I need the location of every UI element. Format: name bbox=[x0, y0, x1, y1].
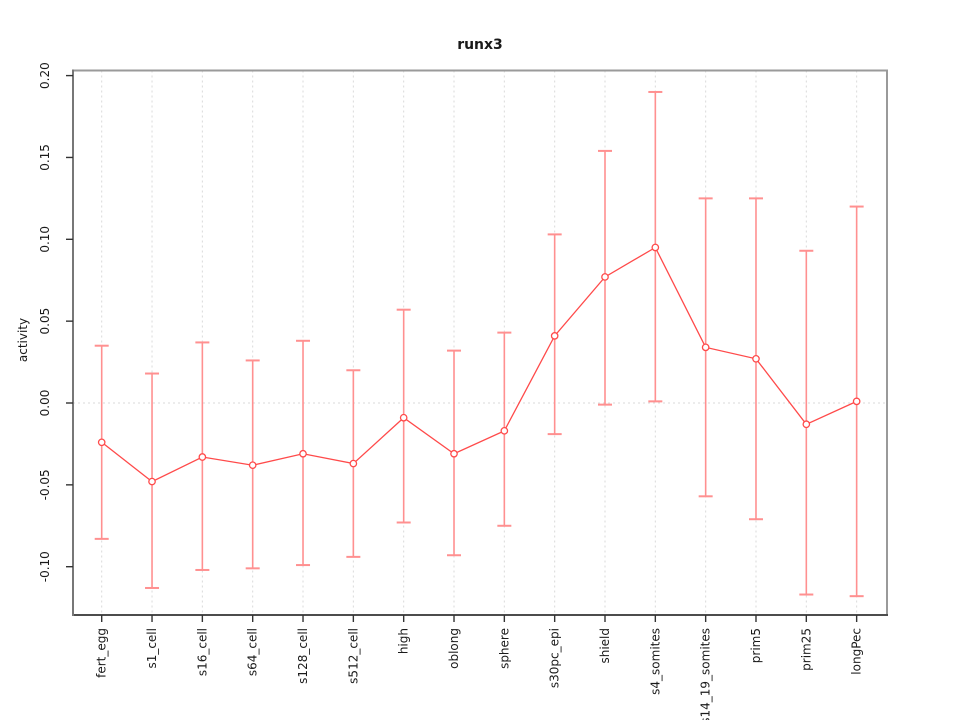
data-point bbox=[97, 438, 106, 447]
x-tick-label: s64_cell bbox=[246, 628, 260, 676]
y-tick-label: 0.05 bbox=[38, 308, 52, 335]
x-tick-label: fert_egg bbox=[95, 628, 109, 678]
y-axis-title: activity bbox=[16, 318, 30, 362]
y-tick-label: 0.00 bbox=[38, 390, 52, 417]
x-tick-label: s14_19_somites bbox=[699, 628, 713, 720]
x-tick-label: longPec bbox=[850, 628, 864, 675]
data-point bbox=[248, 461, 257, 470]
x-tick-label: s128_cell bbox=[296, 628, 310, 684]
y-tick-label: 0.20 bbox=[38, 62, 52, 89]
series-line bbox=[101, 246, 857, 483]
data-point bbox=[299, 449, 307, 458]
chart-title: runx3 bbox=[457, 37, 503, 53]
y-tick-label: 0.15 bbox=[38, 144, 52, 171]
x-tick-label: high bbox=[397, 628, 411, 654]
x-tick-label: s4_somites bbox=[648, 628, 662, 695]
data-point bbox=[852, 397, 861, 406]
data-point bbox=[349, 459, 358, 468]
x-tick-label: oblong bbox=[447, 628, 461, 669]
data-point bbox=[399, 413, 408, 422]
data-point bbox=[802, 420, 811, 429]
data-point bbox=[701, 343, 710, 352]
plot-area: 0.20 0.15 0.10 0.05 0.00 -0.05 -0.10 fert_egg s1… bbox=[38, 62, 888, 720]
y-tick-label: -0.10 bbox=[38, 551, 52, 582]
data-point bbox=[198, 453, 207, 461]
data-point bbox=[148, 477, 156, 486]
x-tick-label: shield bbox=[598, 628, 612, 664]
data-point bbox=[500, 426, 509, 435]
x-tick-label: prim5 bbox=[749, 628, 763, 663]
x-tick-label: prim25 bbox=[799, 628, 813, 671]
plot-frame bbox=[72, 69, 888, 616]
data-point bbox=[752, 354, 760, 363]
data-point bbox=[550, 332, 559, 340]
data-point bbox=[651, 243, 660, 252]
x-tick-label: sphere bbox=[497, 628, 511, 669]
data-point bbox=[450, 449, 458, 458]
data-point bbox=[601, 273, 609, 281]
x-tick-label: s30pc_epi bbox=[548, 628, 562, 688]
x-tick-label: s512_cell bbox=[346, 628, 360, 684]
y-tick-label: 0.10 bbox=[38, 226, 52, 253]
x-tick-label: s1_cell bbox=[145, 628, 159, 669]
y-tick-label: -0.05 bbox=[38, 469, 52, 500]
x-tick-label: s16_cell bbox=[195, 628, 209, 676]
